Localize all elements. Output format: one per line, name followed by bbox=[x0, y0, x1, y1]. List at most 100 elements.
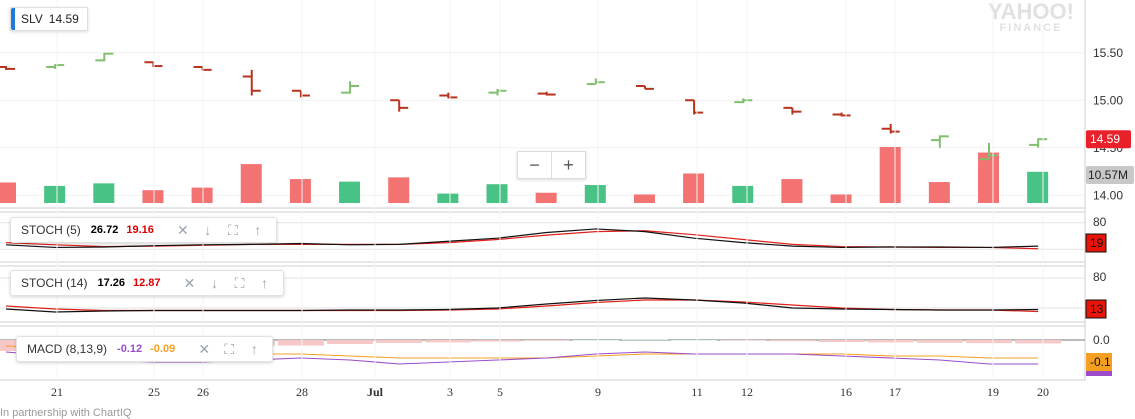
macd-histogram-bar bbox=[572, 340, 619, 341]
x-tick-label: 16 bbox=[840, 385, 852, 399]
x-tick-label: 19 bbox=[987, 385, 999, 399]
volume-bar bbox=[289, 179, 311, 203]
macd-histogram-bar bbox=[0, 340, 29, 351]
last-price-tag bbox=[1086, 130, 1131, 149]
volume-bar bbox=[486, 184, 508, 203]
stoch5-last-label: 19 bbox=[1090, 236, 1104, 250]
expand-icon[interactable]: ⛶ bbox=[224, 340, 235, 357]
x-tick-label: 12 bbox=[741, 385, 753, 399]
partnership-footer: In partnership with ChartIQ bbox=[0, 407, 132, 419]
price-tick-label: 15.50 bbox=[1093, 46, 1123, 60]
volume-scale-label: 10.57M bbox=[1088, 168, 1128, 182]
volume-bar bbox=[0, 182, 16, 203]
volume-bar bbox=[1027, 171, 1049, 203]
stoch14-title: STOCH (14) bbox=[21, 276, 88, 290]
volume-bar bbox=[781, 179, 803, 203]
last-price-label: 14.59 bbox=[1090, 132, 1120, 146]
stoch5-tick-label: 80 bbox=[1093, 215, 1107, 229]
stoch14-last-tag bbox=[1085, 299, 1107, 319]
macd-histogram-bar bbox=[277, 340, 324, 346]
stoch14-k-line bbox=[5, 297, 1039, 313]
volume-bar bbox=[633, 194, 655, 203]
x-tick-label: 20 bbox=[1037, 385, 1049, 399]
macd-last-label: -0.1 bbox=[1090, 355, 1111, 369]
macd-histogram-bar bbox=[966, 340, 1012, 344]
macd-last-tag bbox=[1086, 353, 1112, 371]
stoch5-last-tag bbox=[1085, 233, 1107, 253]
symbol-legend[interactable]: SLV 14.59 bbox=[10, 7, 88, 31]
x-tick-label: 9 bbox=[595, 385, 601, 399]
volume-bar bbox=[978, 152, 999, 203]
macd-histogram-bar bbox=[769, 340, 816, 342]
macd-histogram-bar bbox=[818, 340, 865, 342]
macd-histogram-bar bbox=[327, 340, 374, 344]
zoom-in-button[interactable]: + bbox=[551, 152, 585, 178]
arrow-up-icon[interactable]: ↑ bbox=[250, 341, 258, 357]
zoom-controls: − + bbox=[517, 151, 586, 179]
volume-bar bbox=[388, 177, 410, 203]
macd-histogram-bar bbox=[1015, 340, 1062, 344]
volume-bar bbox=[339, 181, 361, 203]
arrow-up-icon[interactable]: ↑ bbox=[261, 275, 269, 291]
macd-line bbox=[5, 351, 1039, 365]
stoch5-legend: STOCH (5) 26.72 19.16 ✕ ↓ ⛶ ↑ bbox=[10, 217, 277, 243]
zoom-out-button[interactable]: − bbox=[529, 154, 540, 175]
macd-last-tag-purple bbox=[1086, 371, 1112, 376]
volume-bar bbox=[240, 164, 262, 203]
macd-legend: MACD (8,13,9) -0.12 -0.09 ✕ ⛶ ↑ bbox=[16, 336, 274, 362]
macd-histogram-bar bbox=[474, 340, 521, 342]
stoch14-d-value: 12.87 bbox=[133, 277, 161, 289]
x-tick-label: 3 bbox=[447, 385, 453, 399]
stoch5-title: STOCH (5) bbox=[21, 223, 81, 237]
volume-bar bbox=[584, 185, 606, 203]
symbol-color-swatch bbox=[11, 8, 15, 30]
x-tick-label: 17 bbox=[889, 385, 901, 399]
volume-bar bbox=[437, 193, 459, 203]
macd-value: -0.12 bbox=[117, 343, 143, 355]
expand-icon[interactable]: ⛶ bbox=[227, 221, 238, 238]
volume-bar bbox=[683, 173, 705, 203]
volume-bar bbox=[93, 183, 115, 203]
x-tick-label: 28 bbox=[296, 385, 308, 399]
arrow-down-icon[interactable]: ↓ bbox=[204, 222, 212, 238]
close-icon[interactable]: ✕ bbox=[198, 340, 211, 357]
volume-scale-tag bbox=[1086, 166, 1134, 184]
volume-bar bbox=[732, 185, 754, 203]
volume-bar bbox=[879, 147, 901, 203]
macd-title: MACD (8,13,9) bbox=[27, 342, 108, 356]
expand-icon[interactable]: ⛶ bbox=[234, 274, 245, 291]
volume-bar bbox=[928, 182, 950, 203]
x-tick-label: Jul bbox=[367, 385, 384, 399]
arrow-down-icon[interactable]: ↓ bbox=[211, 275, 219, 291]
watermark-line1: YAHOO! bbox=[988, 0, 1074, 24]
symbol-ticker: SLV bbox=[21, 12, 43, 26]
volume-bar bbox=[535, 192, 557, 203]
x-tick-label: 11 bbox=[691, 385, 703, 399]
stoch5-d-value: 19.16 bbox=[126, 224, 154, 236]
macd-histogram-bar bbox=[671, 340, 718, 341]
watermark-line2: FINANCE bbox=[999, 22, 1063, 34]
stoch14-tick-label: 80 bbox=[1093, 270, 1107, 284]
symbol-last-price: 14.59 bbox=[48, 12, 79, 26]
x-tick-label: 26 bbox=[197, 385, 209, 399]
price-tick-label: 15.00 bbox=[1093, 93, 1123, 107]
x-tick-label: 5 bbox=[497, 385, 503, 399]
arrow-up-icon[interactable]: ↑ bbox=[254, 222, 262, 238]
x-tick-label: 21 bbox=[51, 385, 63, 399]
close-icon[interactable]: ✕ bbox=[183, 274, 196, 291]
price-tick-label: 14.00 bbox=[1093, 188, 1123, 202]
volume-bar bbox=[142, 190, 164, 203]
x-tick-label: 25 bbox=[148, 385, 160, 399]
volume-bar bbox=[191, 187, 213, 203]
macd-histogram-bar bbox=[867, 340, 914, 343]
volume-bar bbox=[830, 194, 852, 203]
volume-bar bbox=[44, 185, 66, 203]
macd-histogram-bar bbox=[621, 339, 668, 341]
stoch14-k-value: 17.26 bbox=[97, 277, 125, 289]
macd-histogram-bar bbox=[425, 340, 472, 343]
macd-tick-label: 0.0 bbox=[1093, 333, 1110, 347]
close-icon[interactable]: ✕ bbox=[176, 221, 189, 238]
stoch5-k-value: 26.72 bbox=[90, 224, 119, 236]
macd-histogram-bar bbox=[376, 340, 423, 343]
